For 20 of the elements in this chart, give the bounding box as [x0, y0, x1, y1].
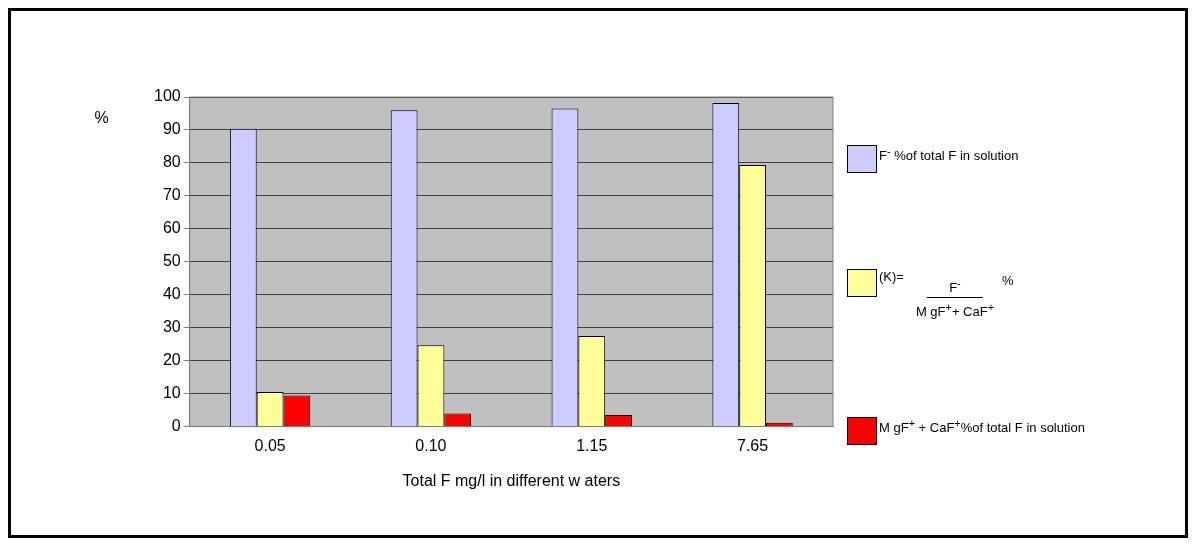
- x-tick-label: 1.15: [576, 436, 608, 454]
- y-axis-title: %: [94, 109, 109, 127]
- x-axis-title: Total F mg/l in different w aters: [402, 471, 621, 489]
- y-tick-label: 100: [153, 87, 181, 105]
- x-tick-label: 0.10: [415, 436, 447, 454]
- y-tick-label: 70: [162, 186, 181, 204]
- text: (K)= F$^{-}$ M gF$^{+}$+ CaF$^{+}$ %: [879, 269, 1014, 319]
- legend-label: F$^{-}$ %of total F in solution: [879, 145, 1019, 164]
- y-tick-label: 40: [162, 285, 181, 303]
- y-tick-label: 20: [162, 351, 181, 369]
- legend-label: M gF$^{+}$ + CaF$^{+}$%of total F in solution: [879, 417, 1085, 436]
- y-tick-label: 80: [162, 153, 181, 171]
- y-tick-label: 0: [171, 417, 181, 435]
- x-tick-label: 0.05: [254, 436, 286, 454]
- y-tick-label: 60: [162, 219, 181, 237]
- x-tick-label: 7.65: [737, 436, 769, 454]
- y-tick-label: 10: [162, 384, 181, 402]
- y-tick-label: 30: [162, 318, 181, 336]
- y-tick-label: 50: [162, 252, 181, 270]
- y-tick-label: 90: [162, 120, 181, 138]
